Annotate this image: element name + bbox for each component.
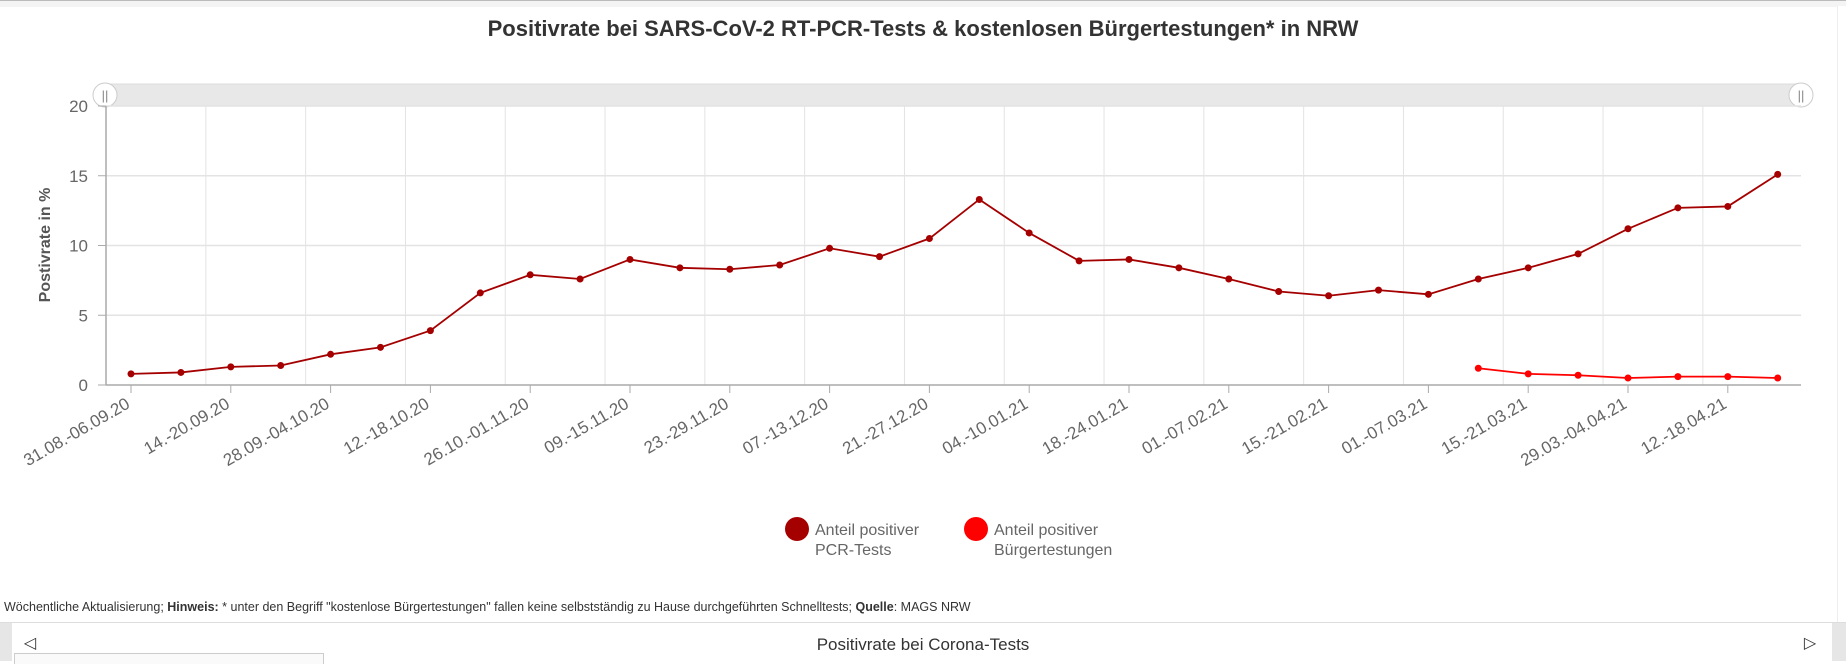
data-point <box>227 363 235 371</box>
footer-prefix: Wöchentliche Aktualisierung; <box>4 600 168 614</box>
tab-panel[interactable] <box>14 653 324 664</box>
data-point <box>1474 275 1482 283</box>
legend: Anteil positiver PCR-Tests Anteil positive… <box>785 517 1112 559</box>
data-point <box>377 343 384 351</box>
data-point <box>726 265 734 273</box>
y-tick-label: 15 <box>69 167 88 186</box>
data-point <box>925 235 933 243</box>
series-line-0 <box>130 173 1779 375</box>
data-point <box>1674 204 1682 212</box>
next-arrow-icon[interactable]: ▷ <box>1803 635 1817 652</box>
grip-icon: || <box>1798 88 1805 103</box>
data-point <box>1424 290 1432 298</box>
data-point <box>526 271 534 279</box>
x-tick-label: 09.-15.11.20 <box>541 394 632 458</box>
data-point <box>1774 170 1782 178</box>
legend-label: Bürgertestungen <box>994 542 1112 559</box>
data-point <box>1774 374 1782 382</box>
data-point <box>277 361 285 369</box>
data-point <box>327 350 335 358</box>
x-tick-label: 12.-18.04.21 <box>1638 394 1730 458</box>
data-point <box>1375 286 1382 294</box>
data-point <box>1175 264 1183 272</box>
line-chart: Positivrate bei SARS-CoV-2 RT-PCR-Tests … <box>20 16 1814 559</box>
x-tick-label: 15.-21.03.21 <box>1438 394 1530 458</box>
page-scrollbar[interactable] <box>1837 6 1846 622</box>
x-tick-label: 21.-27.12.20 <box>839 394 931 458</box>
x-tick-label: 01.-07.03.21 <box>1338 394 1430 458</box>
x-tick-label: 12.-18.10.20 <box>340 394 432 458</box>
data-point <box>1624 225 1632 233</box>
data-point <box>1075 257 1083 265</box>
range-selector[interactable]: || || <box>92 82 1814 108</box>
data-point <box>1674 373 1682 381</box>
x-tick-label: 26.10.-01.11.20 <box>421 394 533 469</box>
data-point <box>1275 288 1283 296</box>
data-point <box>1524 264 1532 272</box>
right-edge-tab <box>1832 623 1846 661</box>
x-tick-label: 31.08.-06.09.20 <box>20 394 133 470</box>
legend-label: PCR-Tests <box>815 542 891 559</box>
data-point <box>1724 202 1732 210</box>
footer-hint-text: * unter den Begriff "kostenlose Bürgerte… <box>218 600 856 614</box>
data-point <box>676 264 684 272</box>
x-tick-label: 23.-29.11.20 <box>641 394 732 458</box>
previous-arrow-icon[interactable]: ◁ <box>23 635 37 652</box>
left-edge-tab <box>0 623 12 661</box>
footer-source-label: Quelle <box>855 600 894 614</box>
data-point <box>826 244 834 252</box>
legend-label: Anteil positiver <box>815 522 920 539</box>
data-point <box>426 327 434 335</box>
legend-label: Anteil positiver <box>994 522 1099 539</box>
x-tick-label: 28.09.-04.10.20 <box>220 394 333 470</box>
data-point <box>1574 371 1582 379</box>
data-point <box>626 255 634 263</box>
chart-title: Positivrate bei SARS-CoV-2 RT-PCR-Tests … <box>488 16 1359 41</box>
footer-hint-label: Hinweis: <box>167 600 219 614</box>
data-point <box>576 275 584 283</box>
range-handle-right[interactable]: || <box>1788 82 1814 108</box>
story-navigation-bar: ◁ Positivrate bei Corona-Tests ▷ <box>0 622 1846 664</box>
x-tick-label: 29.03.-04.04.21 <box>1517 394 1630 470</box>
grip-icon: || <box>102 88 109 103</box>
footer-source-text: : MAGS NRW <box>893 600 971 614</box>
range-selector-track[interactable] <box>103 83 1803 107</box>
y-tick-label: 10 <box>69 237 88 256</box>
navigation-title: Positivrate bei Corona-Tests <box>816 635 1030 654</box>
data-point <box>177 368 185 376</box>
data-point <box>1474 364 1482 372</box>
legend-marker-icon <box>785 517 809 541</box>
data-point <box>1125 255 1133 263</box>
data-point <box>975 195 983 203</box>
data-point <box>476 289 484 297</box>
range-handle-left[interactable]: || <box>92 82 118 108</box>
footer-note: Wöchentliche Aktualisierung; Hinweis: * … <box>4 600 971 614</box>
x-tick-label: 01.-07.02.21 <box>1139 394 1231 458</box>
legend-marker-icon <box>964 517 988 541</box>
x-tick-label: 04.-10.01.21 <box>939 394 1031 458</box>
data-point <box>776 261 784 269</box>
data-point <box>1025 229 1033 237</box>
x-tick-label: 07.-13.12.20 <box>739 394 831 458</box>
data-point <box>1225 275 1233 283</box>
data-point <box>1524 370 1532 378</box>
y-tick-label: 20 <box>69 97 88 116</box>
data-point <box>1724 373 1732 381</box>
top-border <box>0 0 1846 7</box>
data-point <box>1624 374 1632 382</box>
x-tick-label: 15.-21.02.21 <box>1238 394 1330 458</box>
data-point <box>127 370 135 378</box>
y-axis-title: Postivrate in % <box>37 188 54 303</box>
x-tick-label: 18.-24.01.21 <box>1039 394 1131 458</box>
data-point <box>1325 292 1333 300</box>
y-tick-label: 0 <box>79 376 88 395</box>
x-tick-label: 14.-20.09.20 <box>141 394 233 458</box>
data-point <box>876 253 883 261</box>
data-point <box>1574 250 1582 258</box>
y-tick-label: 5 <box>79 306 88 325</box>
